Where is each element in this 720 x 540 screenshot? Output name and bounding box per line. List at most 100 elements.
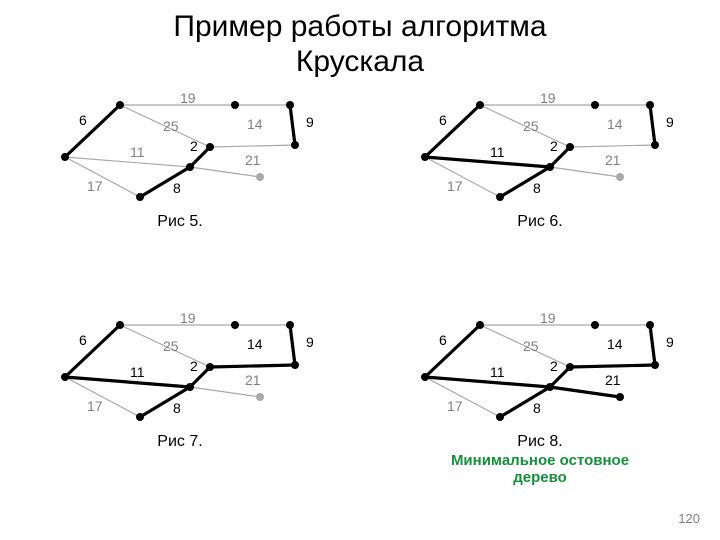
edge-AB	[425, 325, 480, 377]
node-A	[421, 153, 429, 161]
figure-6-graph: 1719251421611298	[390, 85, 690, 215]
node-H	[546, 383, 554, 391]
edge-label-HI: 8	[173, 180, 181, 196]
node-D	[591, 101, 599, 109]
edge-label-EF: 9	[666, 114, 674, 130]
edge-label-HI: 8	[173, 400, 181, 416]
figure-8-caption: Рис 8.	[360, 433, 720, 451]
figure-8-subcaption: Минимальное остовное дерево	[360, 453, 720, 486]
edge-label-EF: 9	[666, 334, 674, 350]
node-I	[496, 193, 504, 201]
edge-CF	[210, 365, 295, 367]
edge-EF	[650, 325, 655, 365]
edge-label-HI: 8	[533, 400, 541, 416]
node-E	[646, 321, 654, 329]
node-I	[136, 413, 144, 421]
figure-5-cell: 1117192514216298 Рис 5.	[0, 85, 360, 305]
node-G	[616, 173, 624, 181]
edge-HI	[500, 387, 550, 417]
edge-label-BD: 19	[540, 310, 556, 326]
figures-grid: 1117192514216298 Рис 5. 1719251421611298…	[0, 85, 720, 525]
edge-label-BD: 19	[180, 90, 196, 106]
edge-HI	[140, 387, 190, 417]
edge-label-AB: 6	[439, 332, 447, 348]
node-A	[61, 153, 69, 161]
node-E	[286, 321, 294, 329]
edge-label-AI: 17	[87, 398, 103, 414]
node-E	[646, 101, 654, 109]
node-F	[291, 141, 299, 149]
edge-label-CF: 14	[607, 116, 623, 132]
edge-label-CF: 14	[247, 336, 263, 352]
node-B	[116, 321, 124, 329]
edge-HI	[140, 167, 190, 197]
edge-AB	[425, 105, 480, 157]
edge-label-CH: 2	[190, 358, 198, 374]
figure-6-caption: Рис 6.	[360, 213, 720, 231]
edge-label-EF: 9	[306, 114, 314, 130]
edge-label-AI: 17	[447, 398, 463, 414]
node-D	[231, 321, 239, 329]
edge-label-BC: 25	[523, 118, 539, 134]
edge-label-AI: 17	[87, 178, 103, 194]
node-B	[116, 101, 124, 109]
node-D	[231, 101, 239, 109]
edge-label-BC: 25	[163, 338, 179, 354]
edge-label-AB: 6	[79, 112, 87, 128]
edge-label-BD: 19	[540, 90, 556, 106]
node-H	[186, 383, 194, 391]
node-B	[476, 321, 484, 329]
edge-label-HG: 21	[245, 152, 261, 168]
edge-label-CH: 2	[550, 358, 558, 374]
node-H	[186, 163, 194, 171]
node-I	[136, 193, 144, 201]
figure-7-cell: 1719252161121498 Рис 7.	[0, 305, 360, 525]
edge-HG	[550, 387, 620, 397]
node-I	[496, 413, 504, 421]
figure-7-caption: Рис 7.	[0, 433, 360, 451]
node-H	[546, 163, 554, 171]
edge-HG	[190, 167, 260, 177]
edge-label-HI: 8	[533, 180, 541, 196]
edge-label-HG: 21	[245, 372, 261, 388]
figure-7-graph: 1719252161121498	[30, 305, 330, 435]
node-B	[476, 101, 484, 109]
edge-HI	[500, 167, 550, 197]
edge-label-BD: 19	[180, 310, 196, 326]
edge-label-HG: 21	[605, 372, 621, 388]
edge-AH	[65, 377, 190, 387]
node-A	[421, 373, 429, 381]
edge-label-EF: 9	[306, 334, 314, 350]
edge-AH	[425, 157, 550, 167]
edge-AB	[65, 325, 120, 377]
edge-label-BC: 25	[523, 338, 539, 354]
node-C	[206, 363, 214, 371]
edge-EF	[290, 325, 295, 365]
edge-label-AH: 11	[130, 144, 145, 160]
edge-label-AH: 11	[490, 364, 505, 380]
figure-5-graph: 1117192514216298	[30, 85, 330, 215]
node-C	[206, 143, 214, 151]
figure-5-caption: Рис 5.	[0, 213, 360, 231]
node-F	[651, 141, 659, 149]
edge-EF	[650, 105, 655, 145]
page-number: 120	[678, 511, 700, 526]
node-G	[616, 393, 624, 401]
node-D	[591, 321, 599, 329]
edge-label-CH: 2	[550, 138, 558, 154]
subcaption-line-1: Минимальное остовное	[451, 452, 629, 469]
edge-label-AB: 6	[79, 332, 87, 348]
node-C	[566, 363, 574, 371]
edge-label-CH: 2	[190, 138, 198, 154]
edge-label-AI: 17	[447, 178, 463, 194]
subcaption-line-2: дерево	[513, 469, 567, 486]
edge-AH	[425, 377, 550, 387]
node-G	[256, 393, 264, 401]
node-C	[566, 143, 574, 151]
edge-EF	[290, 105, 295, 145]
title-line-2: Крускала	[296, 45, 424, 78]
node-F	[651, 361, 659, 369]
figure-6-cell: 1719251421611298 Рис 6.	[360, 85, 720, 305]
edge-label-AH: 11	[490, 144, 505, 160]
edge-label-CF: 14	[607, 336, 623, 352]
